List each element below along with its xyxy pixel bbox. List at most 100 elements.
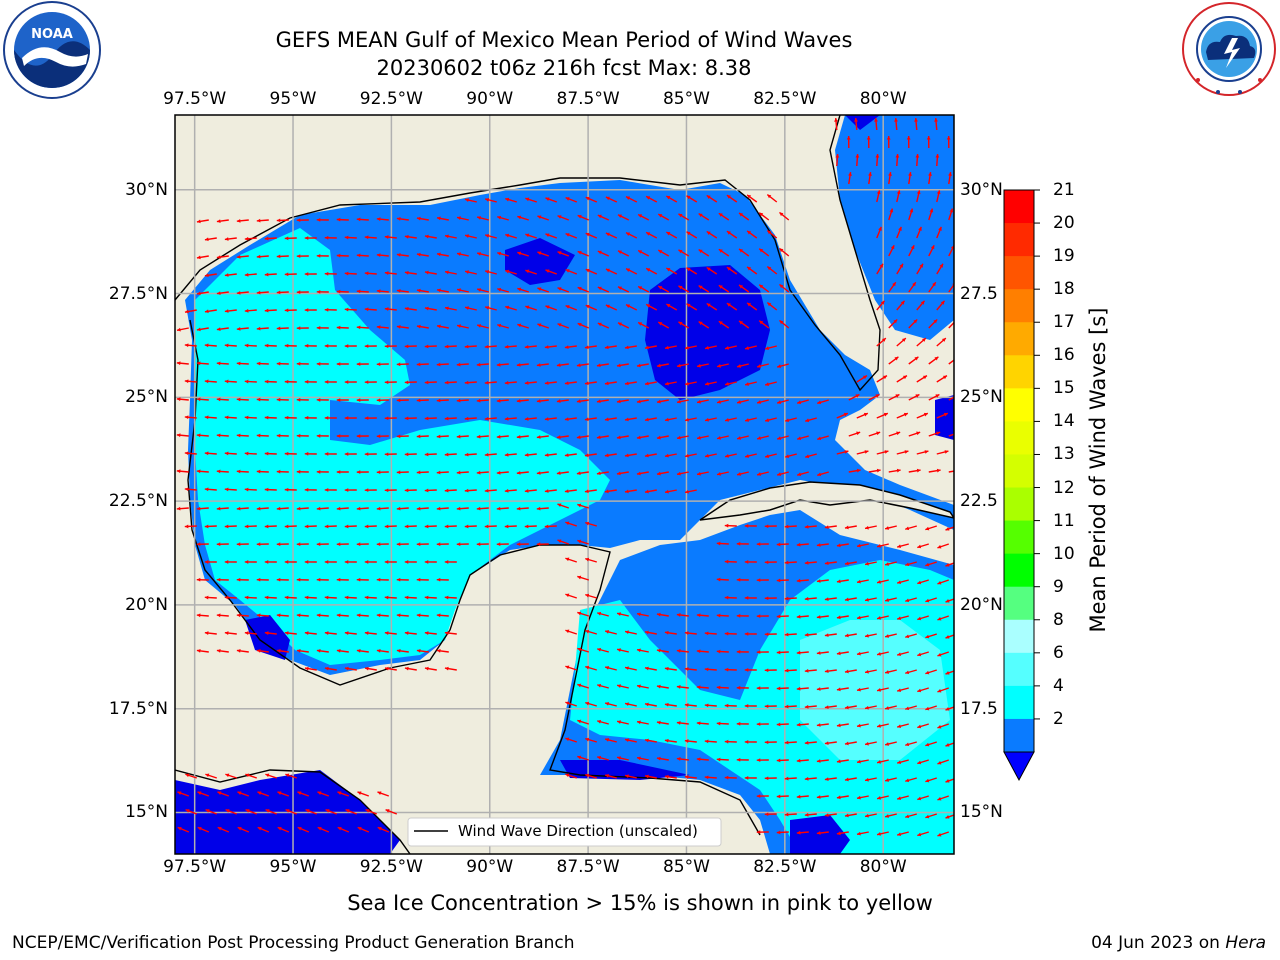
wave-direction-arrowhead bbox=[705, 345, 709, 350]
wave-direction-arrowhead bbox=[444, 560, 449, 564]
wave-direction-arrowhead bbox=[934, 356, 939, 361]
wave-direction-arrowhead bbox=[597, 322, 602, 327]
wave-direction-arrowhead bbox=[856, 687, 861, 692]
wave-direction-arrowhead bbox=[875, 154, 880, 158]
wave-direction-arrowhead bbox=[776, 686, 781, 691]
wave-direction-arrowhead bbox=[244, 379, 249, 384]
wave-direction-arrowhead bbox=[505, 197, 510, 202]
wave-direction-arrowhead bbox=[244, 343, 249, 348]
wave-direction-arrowhead bbox=[324, 380, 329, 384]
wave-direction-arrowhead bbox=[874, 118, 878, 122]
wave-direction-arrowhead bbox=[396, 577, 401, 582]
wave-direction-arrowhead bbox=[257, 826, 262, 831]
wave-direction-arrowhead bbox=[356, 613, 361, 618]
wave-direction-arrowhead bbox=[336, 362, 341, 366]
wave-direction-arrowhead bbox=[236, 218, 241, 223]
wave-direction-arrowhead bbox=[804, 596, 809, 601]
wave-direction-arrowhead bbox=[184, 524, 189, 529]
wave-direction-arrowhead bbox=[584, 453, 589, 458]
wave-direction-arrowhead bbox=[844, 669, 849, 674]
wave-direction-arrowhead bbox=[477, 252, 482, 256]
wave-direction-arrowhead bbox=[666, 304, 671, 308]
wave-direction-arrowhead bbox=[517, 287, 522, 292]
wave-direction-arrowhead bbox=[805, 418, 810, 423]
wave-direction-arrowhead bbox=[937, 796, 942, 801]
wave-direction-arrowhead bbox=[304, 308, 309, 312]
wave-direction-arrowhead bbox=[516, 398, 521, 403]
wave-direction-arrowhead bbox=[585, 196, 590, 201]
wave-direction-arrowhead bbox=[945, 599, 950, 603]
wave-direction-arrowhead bbox=[336, 648, 341, 653]
wave-direction-arrowhead bbox=[784, 668, 789, 673]
wave-direction-arrowhead bbox=[585, 268, 590, 273]
wave-direction-arrowhead bbox=[356, 398, 361, 403]
wave-direction-arrowhead bbox=[264, 524, 269, 529]
wave-direction-arrowhead bbox=[505, 233, 510, 238]
wave-direction-arrowhead bbox=[824, 705, 829, 710]
wave-direction-arrowhead bbox=[617, 648, 621, 652]
wave-direction-arrowhead bbox=[937, 688, 942, 693]
colorbar-segment bbox=[1004, 487, 1034, 522]
wave-direction-arrowhead bbox=[416, 398, 421, 403]
wave-direction-arrowhead bbox=[216, 361, 221, 366]
wave-direction-arrowhead bbox=[698, 321, 703, 326]
wave-direction-arrowhead bbox=[756, 614, 761, 619]
wave-direction-arrowhead bbox=[424, 344, 429, 349]
chart-title: GEFS MEAN Gulf of Mexico Mean Period of … bbox=[275, 28, 853, 52]
wave-direction-arrowhead bbox=[204, 524, 209, 529]
wave-direction-arrowhead bbox=[796, 578, 801, 583]
wave-direction-arrowhead bbox=[396, 506, 401, 511]
wave-direction-arrowhead bbox=[836, 651, 841, 656]
wave-direction-arrowhead bbox=[576, 435, 581, 440]
wave-direction-arrowhead bbox=[964, 413, 968, 417]
wave-direction-arrowhead bbox=[216, 542, 221, 547]
wave-direction-arrowhead bbox=[736, 541, 741, 546]
wave-direction-arrowhead bbox=[856, 543, 861, 548]
wave-direction-arrowhead bbox=[177, 826, 182, 831]
wave-direction-arrowhead bbox=[905, 634, 910, 639]
wave-direction-arrowhead bbox=[236, 290, 241, 295]
wave-direction-arrowhead bbox=[704, 631, 709, 636]
map-frame bbox=[174, 114, 955, 855]
wave-direction-arrowhead bbox=[897, 652, 902, 657]
wave-direction-arrowhead bbox=[905, 562, 910, 567]
wave-direction-arrowhead bbox=[317, 791, 322, 795]
wave-direction-arrowhead bbox=[716, 757, 721, 762]
wave-direction-arrowhead bbox=[296, 290, 301, 295]
wave-direction-arrowhead bbox=[585, 557, 590, 562]
nws-logo bbox=[1182, 2, 1276, 96]
wave-direction-arrowhead bbox=[297, 826, 302, 831]
wave-direction-arrowhead bbox=[376, 506, 381, 511]
colorbar-tick-label: 6 bbox=[1053, 642, 1064, 663]
wave-direction-arrowhead bbox=[644, 345, 649, 350]
wave-direction-arrowhead bbox=[476, 470, 481, 475]
wave-direction-arrowhead bbox=[804, 740, 809, 745]
wave-direction-arrowhead bbox=[779, 320, 784, 325]
lat-tick-right: 22.5 bbox=[960, 491, 998, 512]
wave-direction-arrowhead bbox=[436, 216, 441, 221]
wave-direction-arrowhead bbox=[696, 613, 701, 618]
wave-direction-arrowhead bbox=[624, 345, 629, 350]
lon-tick-bottom: 92.5°W bbox=[359, 857, 423, 877]
wave-direction-arrowhead bbox=[545, 233, 550, 237]
wave-direction-arrowhead bbox=[796, 722, 801, 727]
wave-direction-arrowhead bbox=[316, 469, 321, 474]
wave-direction-arrowhead bbox=[885, 526, 889, 530]
wave-direction-arrowhead bbox=[284, 343, 289, 348]
wave-direction-arrowhead bbox=[865, 633, 869, 638]
wave-direction-arrowhead bbox=[256, 506, 261, 511]
wave-direction-arrowhead bbox=[915, 394, 920, 398]
wave-direction-arrowhead bbox=[444, 524, 449, 529]
wave-direction-arrowhead bbox=[877, 688, 881, 692]
wave-direction-arrowhead bbox=[885, 742, 889, 746]
wave-direction-arrowhead bbox=[945, 671, 950, 675]
wave-direction-arrowhead bbox=[565, 197, 570, 201]
wave-direction-arrowhead bbox=[544, 489, 549, 493]
wave-direction-arrowhead bbox=[876, 190, 881, 195]
wave-direction-arrowhead bbox=[444, 380, 449, 385]
wave-direction-arrowhead bbox=[496, 362, 501, 367]
wave-direction-arrowhead bbox=[504, 452, 509, 457]
wave-direction-arrowhead bbox=[436, 362, 441, 367]
wave-direction-arrowhead bbox=[356, 434, 361, 439]
wave-direction-arrowhead bbox=[676, 757, 681, 761]
